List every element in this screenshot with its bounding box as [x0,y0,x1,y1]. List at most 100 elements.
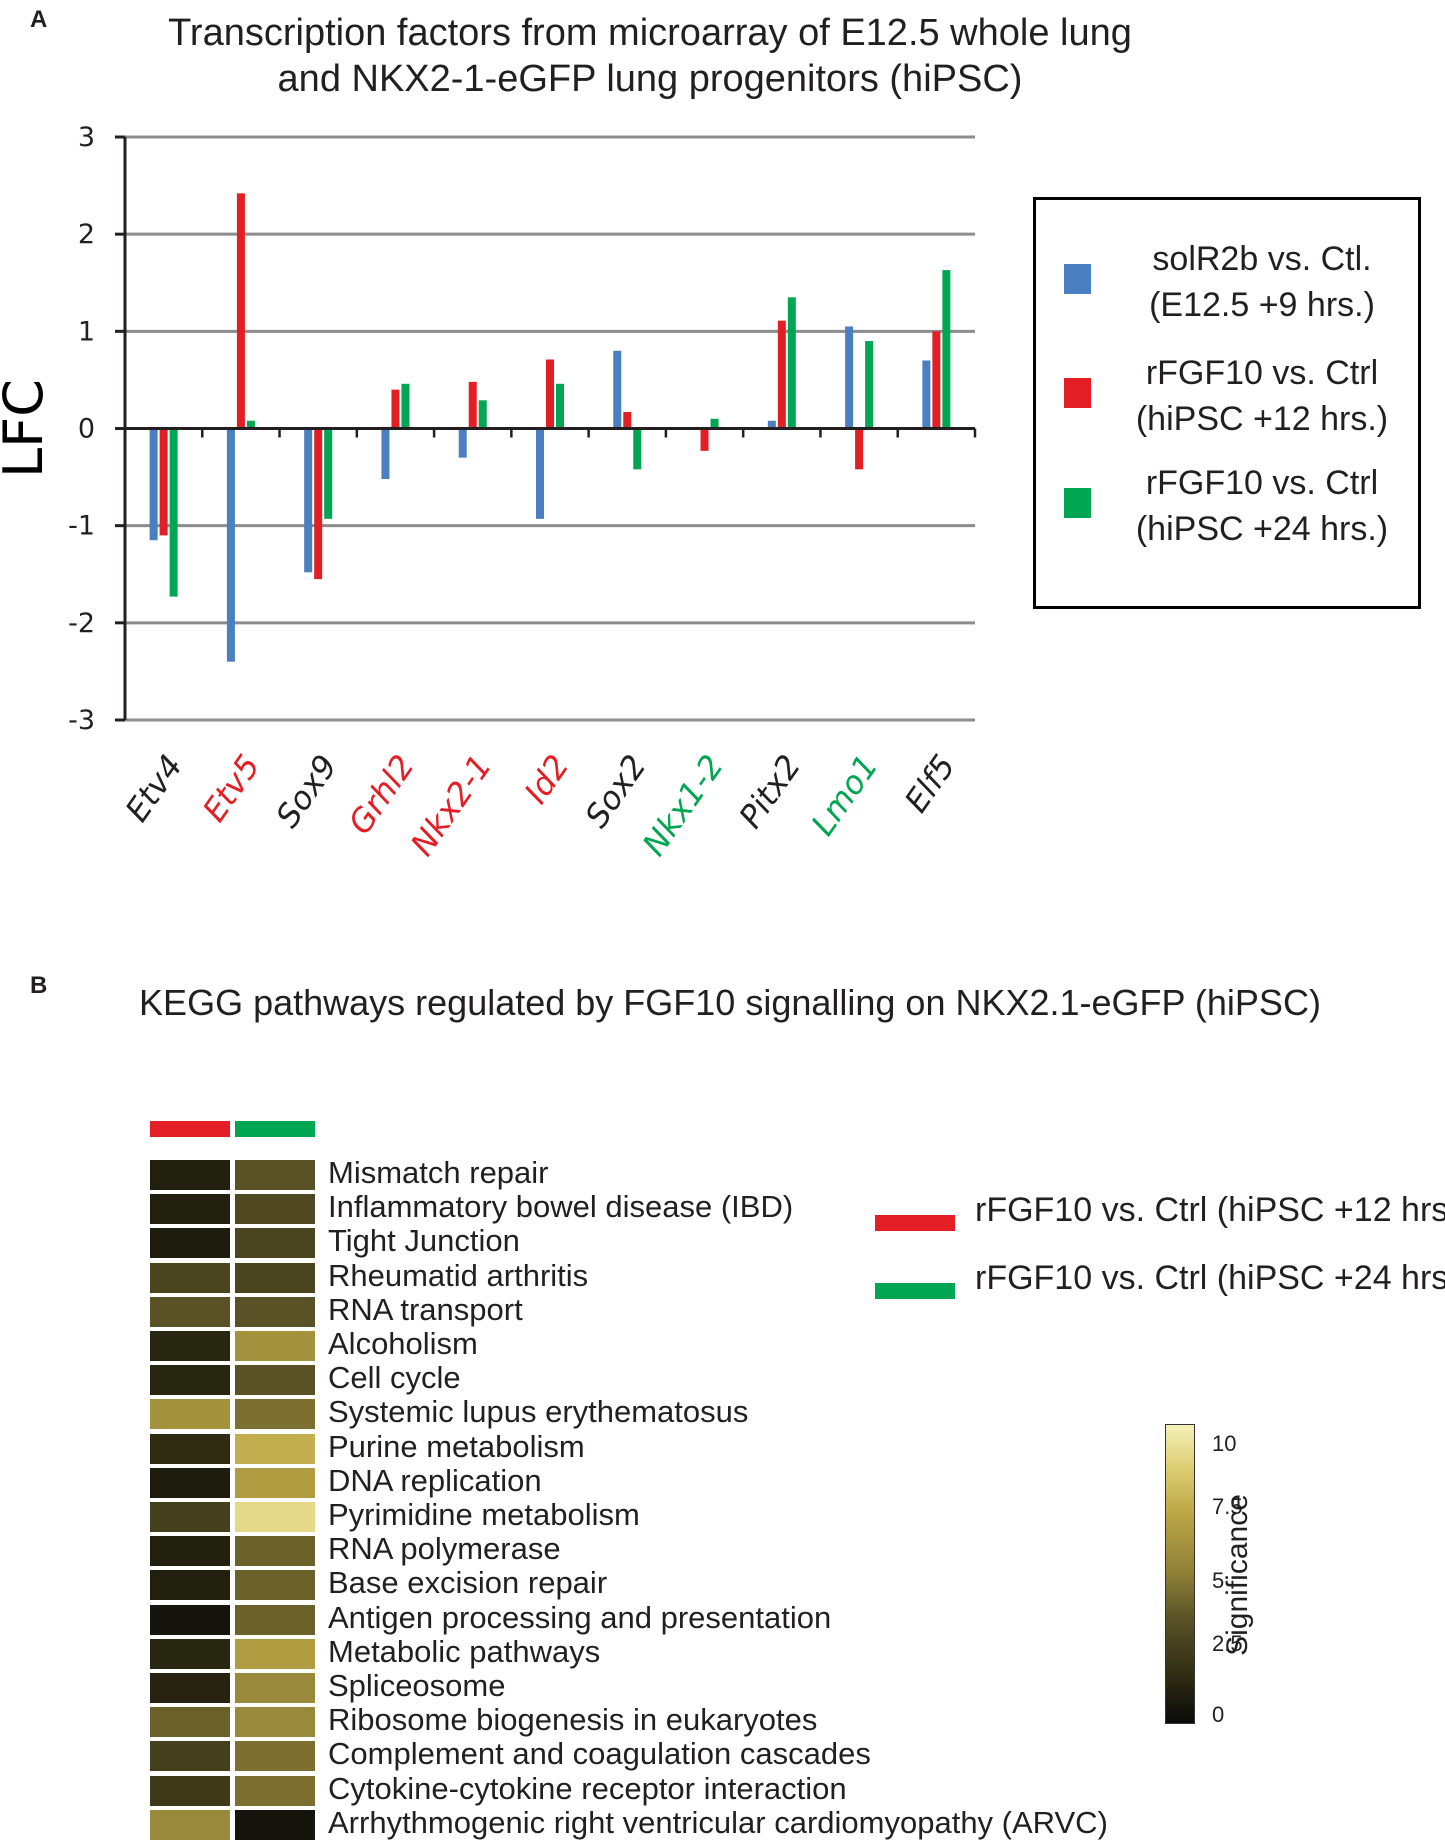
heatmap-legend-label-12h: rFGF10 vs. Ctrl (hiPSC +12 hrs.) [975,1191,1445,1229]
bar-etv5-2 [246,420,255,429]
bar-etv4-1 [159,428,168,536]
heatmap-cell [235,1638,315,1669]
legend-swatch-blue [1064,264,1091,294]
heatmap-cell [150,1433,230,1464]
category-label-elf5: Elf5 [897,748,963,820]
heatmap-row: Pyrimidine metabolism [150,1497,1150,1532]
bar-etv4-0 [149,428,158,541]
bar-pitx2-0 [767,420,776,429]
bar-grhl2-2 [401,383,410,429]
heatmap-cell [150,1228,230,1259]
bar-nkx2-1-2 [478,400,487,429]
heatmap-row-label: Metabolic pathways [328,1633,601,1669]
colorbar-tick-7-5: 7.5 [1212,1494,1243,1519]
panel-a-title-line2: and NKX2-1-eGFP lung progenitors (hiPSC) [277,58,1023,100]
y-tick-label: -3 [68,705,95,736]
category-label-etv5: Etv5 [195,748,267,829]
heatmap-legend-green-bar [875,1283,955,1299]
legend-swatch-green [1064,488,1091,518]
heatmap-row-label: Systemic lupus erythematosus [328,1394,749,1430]
bar-nkx2-1-0 [458,428,467,458]
heatmap-cell [235,1570,315,1601]
bar-sox2-0 [613,350,622,429]
legend-entry-rfgf10-24h: rFGF10 vs. Ctrl (hiPSC +24 hrs.) [1064,460,1404,560]
heatmap-cell [235,1707,315,1738]
heatmap-cell [150,1399,230,1430]
heatmap-cell [150,1194,230,1225]
heatmap-cell [235,1296,315,1327]
category-label-sox9: Sox9 [268,748,345,835]
heatmap-cell [150,1775,230,1806]
bar-id2-2 [556,383,564,429]
heatmap-cell [235,1228,315,1259]
heatmap-cell [150,1638,230,1669]
legend-entry-rfgf10-12h: rFGF10 vs. Ctrl (hiPSC +12 hrs.) [1064,350,1404,450]
heatmap-cell [150,1741,230,1772]
panel-a-letter: A [30,6,48,33]
bar-chart-legend: solR2b vs. Ctl. (E12.5 +9 hrs.) rFGF10 v… [1033,197,1421,609]
heatmap-row-label: RNA polymerase [328,1531,561,1567]
category-label-grhl2: Grhl2 [341,748,422,841]
y-tick-label: -1 [68,511,95,542]
heatmap-cell [235,1399,315,1430]
heatmap-cell [235,1775,315,1806]
heatmap-row: Metabolic pathways [150,1634,1150,1669]
heatmap-row: DNA replication [150,1463,1150,1498]
heatmap-row: Purine metabolism [150,1429,1150,1464]
bar-sox2-1 [623,411,632,429]
bar-nkx1-2-1 [700,428,709,451]
heatmap-legend-red-bar [875,1215,955,1231]
heatmap-cell [150,1502,230,1532]
heatmap-column-header-12h [150,1121,230,1137]
heatmap-row: Tight Junction [150,1223,1150,1259]
heatmap-cell [235,1604,315,1635]
bar-elf5-2 [942,270,951,429]
heatmap-row: Cytokine-cytokine receptor interaction [150,1771,1150,1806]
heatmap-row-label: Complement and coagulation cascades [328,1736,871,1772]
heatmap-cell [235,1262,315,1293]
heatmap-row-label: Cell cycle [328,1360,461,1396]
bar-grhl2-1 [391,389,400,429]
heatmap-cell [235,1536,315,1567]
heatmap-row-label: Rheumatid arthritis [328,1257,589,1293]
heatmap-cell [150,1707,230,1738]
heatmap-row-label: DNA replication [328,1462,542,1498]
category-label-pitx2: Pitx2 [731,748,808,835]
heatmap-row-label: Purine metabolism [328,1428,585,1464]
legend-label-solr2b: solR2b vs. Ctl. (E12.5 +9 hrs.) [1149,240,1375,324]
bar-lmo1-1 [855,428,864,470]
heatmap-cell [235,1194,315,1225]
heatmap-cell [150,1467,230,1498]
panel-a-title: Transcription factors from microarray of… [90,10,1210,102]
category-label-nkx1-2: Nkx1-2 [635,748,731,863]
category-label-etv4: Etv4 [118,748,190,829]
heatmap-row-label: Inflammatory bowel disease (IBD) [328,1189,794,1225]
y-tick-label: 2 [78,219,95,250]
heatmap-cell [150,1536,230,1567]
colorbar-tick-0: 0 [1212,1702,1225,1727]
bar-pitx2-1 [777,320,786,429]
legend-label-rfgf10-24h: rFGF10 vs. Ctrl (hiPSC +24 hrs.) [1135,464,1389,548]
heatmap-cell [150,1570,230,1601]
category-label-id2: Id2 [517,748,577,811]
heatmap-row: Arrhythmogenic right ventricular cardiom… [150,1805,1150,1840]
bar-lmo1-0 [845,326,854,429]
heatmap-cell [235,1673,315,1703]
heatmap-row: RNA transport [150,1292,1150,1327]
bar-nkx1-2-2 [710,418,719,429]
heatmap-cell [150,1365,230,1396]
heatmap-row-label: Tight Junction [328,1223,520,1259]
heatmap-cell [235,1502,315,1532]
heatmap-cell [150,1160,230,1190]
bar-elf5-1 [932,331,941,429]
category-label-sox2: Sox2 [577,748,654,835]
heatmap-cell [150,1331,230,1361]
bar-sox2-2 [633,428,642,470]
panel-b-letter: B [30,972,48,999]
heatmap-row-label: Base excision repair [328,1565,608,1601]
heatmap-cell [235,1741,315,1772]
legend-entry-solr2b: solR2b vs. Ctl. (E12.5 +9 hrs.) [1064,236,1404,336]
heatmap-cell [150,1673,230,1703]
category-label-lmo1: Lmo1 [804,748,886,843]
